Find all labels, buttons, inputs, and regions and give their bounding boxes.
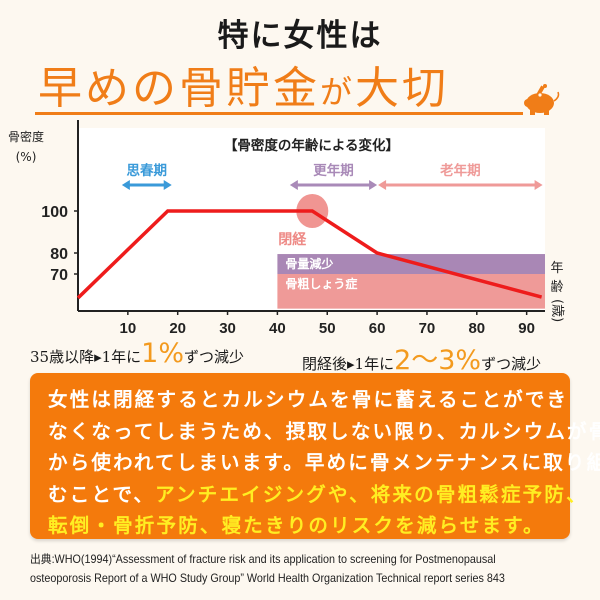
arrowhead-right-icon: [163, 180, 172, 190]
arrowhead-left-icon: [378, 180, 387, 190]
chart-title: 【骨密度の年齢による変化】: [224, 137, 399, 154]
x-tick-label: 60: [369, 320, 386, 337]
x-axis-label: 年: [550, 261, 563, 276]
x-axis-label: 齢: [550, 280, 563, 295]
title-underline: [35, 112, 523, 115]
x-tick-label: 80: [468, 320, 485, 337]
source-citation: 出典:WHO(1994)“Assessment of fracture risk…: [30, 550, 579, 588]
caption-before-menopause: 35歳以降▸1年に1%ずつ減少: [30, 338, 244, 369]
y-axis-label: 骨密度: [8, 129, 44, 144]
body-text-line: なくなってしまうため、摂取しない限り、カルシウムが骨: [48, 415, 600, 444]
band-area: [277, 254, 545, 274]
y-axis-unit: (%): [16, 150, 37, 164]
caption-text: 閉経後▸1年に: [302, 355, 395, 373]
period-label: 思春期: [127, 162, 168, 179]
menopause-label: 閉経: [278, 231, 307, 248]
arrowhead-right-icon: [369, 180, 378, 190]
x-tick-label: 20: [169, 320, 186, 337]
subtitle-part: 大切: [355, 63, 450, 114]
page-subtitle: 早めの骨貯金が大切: [38, 52, 449, 116]
arrowhead-left-icon: [289, 180, 298, 190]
x-tick-label: 40: [269, 320, 286, 337]
y-tick-label: 70: [50, 267, 68, 284]
highlighted-text: 転倒・骨折予防、寝たきりのリスクを減らせます。: [48, 514, 545, 537]
x-tick-label: 10: [120, 320, 137, 337]
band-label: 骨粗しょう症: [285, 276, 357, 291]
body-text-line: 転倒・骨折予防、寝たきりのリスクを減らせます。: [48, 509, 545, 538]
highlighted-text: アンチエイジングや、将来の骨粗鬆症予防、: [155, 482, 588, 506]
arrowhead-right-icon: [534, 180, 543, 190]
explanation-box: 女性は閉経するとカルシウムを骨に蓄えることができなくなってしまうため、摂取しない…: [30, 373, 600, 539]
subtitle-part: 早めの骨貯金: [38, 63, 320, 114]
y-tick-label: 80: [50, 246, 68, 263]
caption-text: 35歳以降▸1年に: [30, 348, 142, 366]
source-line: osteoporosis Report of a WHO Study Group…: [30, 572, 505, 585]
body-text-line: むことで、アンチエイジングや、将来の骨粗鬆症予防、: [48, 478, 588, 507]
y-tick-label: 100: [41, 204, 68, 221]
piggy-bank-icon: [524, 84, 560, 115]
source-line: 出典:WHO(1994)“Assessment of fracture risk…: [30, 553, 496, 566]
caption-after-menopause: 閉経後▸1年に2〜3%ずつ減少: [302, 338, 541, 377]
x-tick-label: 50: [319, 320, 336, 337]
x-tick-label: 30: [219, 320, 236, 337]
body-text-line: 女性は閉経するとカルシウムを骨に蓄えることができ: [48, 383, 568, 412]
subtitle-part: が: [320, 73, 356, 111]
body-text: 女性は閉経するとカルシウムを骨に蓄えることができ: [48, 388, 569, 411]
caption-rate: 2〜3%: [394, 345, 482, 376]
caption-text: ずつ減少: [184, 348, 245, 366]
page-title: 特に女性は: [217, 18, 383, 54]
band-area: [277, 274, 545, 309]
body-text: むことで、: [48, 482, 156, 506]
x-axis-unit: (歳): [550, 299, 565, 322]
body-text: から使われてしまいます。早めに骨メンテナンスに取り組: [48, 451, 600, 474]
x-tick-label: 90: [518, 320, 535, 337]
arrowhead-left-icon: [121, 180, 130, 190]
body-text: なくなってしまうため、摂取しない限り、カルシウムが骨: [48, 419, 600, 443]
body-text-line: から使われてしまいます。早めに骨メンテナンスに取り組: [48, 446, 600, 475]
caption-text: ずつ減少: [481, 355, 542, 373]
band-label: 骨量減少: [285, 256, 333, 271]
period-label: 更年期: [313, 162, 354, 179]
x-tick-label: 70: [419, 320, 436, 337]
caption-rate: 1%: [141, 338, 185, 369]
period-label: 老年期: [440, 162, 481, 179]
